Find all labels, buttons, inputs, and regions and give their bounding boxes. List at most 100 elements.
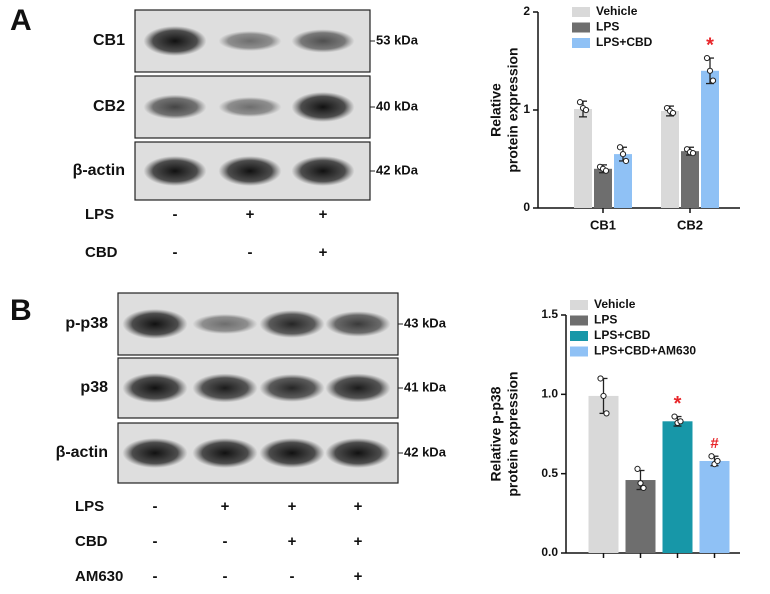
treatment-sign: - <box>173 206 178 223</box>
blot-band <box>325 438 391 468</box>
x-tick-label: CB2 <box>677 217 703 232</box>
blot-band <box>218 156 282 186</box>
blot-band <box>291 29 355 53</box>
legend-swatch <box>572 22 590 33</box>
blot-band <box>218 30 282 52</box>
data-point <box>603 410 610 417</box>
treatment-sign: - <box>153 533 158 550</box>
blot-size: 41 kDa <box>404 379 447 394</box>
blot-label: CB1 <box>93 32 125 49</box>
annotation: * <box>706 34 714 56</box>
legend-label: Vehicle <box>594 297 636 311</box>
blot-band <box>122 373 188 403</box>
blot-band <box>259 374 325 402</box>
blot-label: p-p38 <box>65 315 108 332</box>
treatment-sign: + <box>288 498 297 515</box>
y-tick-label: 1.5 <box>541 307 558 321</box>
treatment-sign: + <box>319 244 328 261</box>
data-point <box>706 67 714 74</box>
y-tick-label: 2 <box>523 4 530 18</box>
data-point <box>602 167 610 174</box>
bar <box>661 110 679 208</box>
y-axis-label: protein expression <box>505 371 521 496</box>
y-axis-label: Relative <box>488 83 504 137</box>
data-point <box>576 99 584 106</box>
blot-band <box>291 92 355 122</box>
blot-size: 42 kDa <box>376 162 419 177</box>
blot-size: 40 kDa <box>376 98 419 113</box>
data-point <box>600 392 607 400</box>
bar <box>699 460 730 553</box>
legend-label: LPS+CBD+AM630 <box>594 344 696 358</box>
legend-swatch <box>572 7 590 17</box>
data-point <box>637 480 644 487</box>
blot-band <box>143 156 207 186</box>
data-point <box>669 109 677 117</box>
data-point <box>619 151 627 158</box>
legend-swatch <box>570 315 588 326</box>
bar <box>588 395 619 553</box>
treatment-sign: - <box>290 568 295 585</box>
treatment-sign: + <box>319 206 328 223</box>
blot-band <box>143 94 207 120</box>
legend-label: LPS+CBD <box>596 35 653 49</box>
blot-band <box>291 156 355 186</box>
legend-label: Vehicle <box>596 4 638 18</box>
treatment-label: LPS <box>85 206 114 223</box>
bar <box>614 154 632 208</box>
data-point <box>582 106 590 114</box>
treatment-sign: - <box>153 568 158 585</box>
blot-band <box>122 309 188 339</box>
blot-band <box>192 438 258 468</box>
bar <box>574 109 592 208</box>
y-tick-label: 0 <box>523 200 530 214</box>
treatment-sign: - <box>248 244 253 261</box>
legend-swatch <box>570 300 588 310</box>
blot-label: p38 <box>80 379 108 396</box>
data-point <box>671 413 678 420</box>
blot-label: β-actin <box>73 162 125 179</box>
y-tick-label: 0.0 <box>541 545 558 559</box>
blot-band <box>192 373 258 403</box>
treatment-sign: - <box>173 244 178 261</box>
treatment-sign: + <box>354 498 363 515</box>
blot-band <box>192 313 258 335</box>
treatment-sign: - <box>223 568 228 585</box>
data-point <box>616 144 624 151</box>
blot-band <box>122 438 188 468</box>
blot-size: 53 kDa <box>376 32 419 47</box>
y-axis-label: Relative p-p38 <box>488 386 504 481</box>
data-point <box>597 375 604 382</box>
legend-swatch <box>570 331 588 341</box>
data-point <box>677 418 684 425</box>
legend-swatch <box>570 346 588 357</box>
data-point <box>634 465 641 473</box>
panel-letter: A <box>10 4 32 37</box>
treatment-sign: + <box>354 533 363 550</box>
annotation: # <box>710 435 719 452</box>
data-point <box>714 457 721 465</box>
blot-size: 43 kDa <box>404 315 447 330</box>
legend-label: LPS <box>594 313 617 327</box>
annotation: * <box>674 393 682 415</box>
blot-label: β-actin <box>56 444 108 461</box>
treatment-label: CBD <box>75 533 108 550</box>
treatment-sign: + <box>288 533 297 550</box>
treatment-label: AM630 <box>75 568 123 585</box>
legend-swatch <box>572 38 590 48</box>
y-axis-label: protein expression <box>505 47 521 172</box>
treatment-label: LPS <box>75 498 104 515</box>
legend-label: LPS <box>596 20 619 34</box>
blot-band <box>325 373 391 403</box>
y-tick-label: 1.0 <box>541 387 558 401</box>
bar <box>625 480 656 553</box>
treatment-sign: - <box>223 533 228 550</box>
x-tick-label: CB1 <box>590 217 616 232</box>
blot-band <box>218 96 282 118</box>
panel-letter: B <box>10 294 32 327</box>
blot-size: 42 kDa <box>404 444 447 459</box>
bar <box>701 70 719 208</box>
y-tick-label: 0.5 <box>541 466 558 480</box>
blot-band <box>259 438 325 468</box>
